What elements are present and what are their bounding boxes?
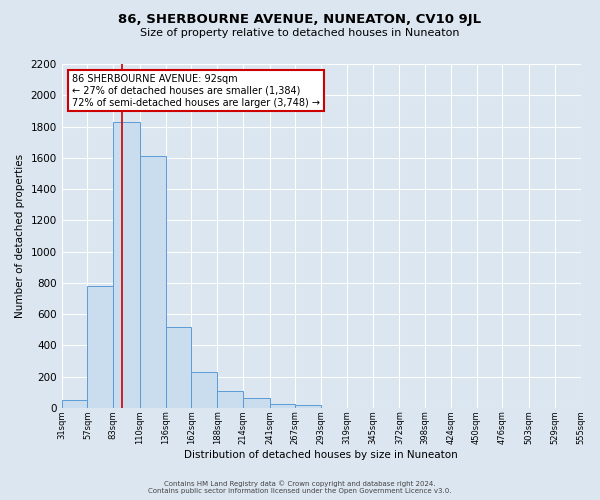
Bar xyxy=(88,286,113,408)
Bar xyxy=(217,390,243,408)
Bar xyxy=(166,326,191,408)
Text: 86 SHERBOURNE AVENUE: 92sqm
← 27% of detached houses are smaller (1,384)
72% of : 86 SHERBOURNE AVENUE: 92sqm ← 27% of det… xyxy=(72,74,320,108)
Bar xyxy=(295,404,321,408)
Bar xyxy=(140,156,166,408)
Text: Size of property relative to detached houses in Nuneaton: Size of property relative to detached ho… xyxy=(140,28,460,38)
Bar xyxy=(269,404,295,408)
Bar xyxy=(243,398,269,408)
Bar xyxy=(62,400,88,408)
Text: Contains HM Land Registry data © Crown copyright and database right 2024.
Contai: Contains HM Land Registry data © Crown c… xyxy=(148,480,452,494)
Bar xyxy=(113,122,140,408)
Y-axis label: Number of detached properties: Number of detached properties xyxy=(15,154,25,318)
Text: 86, SHERBOURNE AVENUE, NUNEATON, CV10 9JL: 86, SHERBOURNE AVENUE, NUNEATON, CV10 9J… xyxy=(118,12,482,26)
Bar xyxy=(191,372,217,408)
X-axis label: Distribution of detached houses by size in Nuneaton: Distribution of detached houses by size … xyxy=(184,450,458,460)
